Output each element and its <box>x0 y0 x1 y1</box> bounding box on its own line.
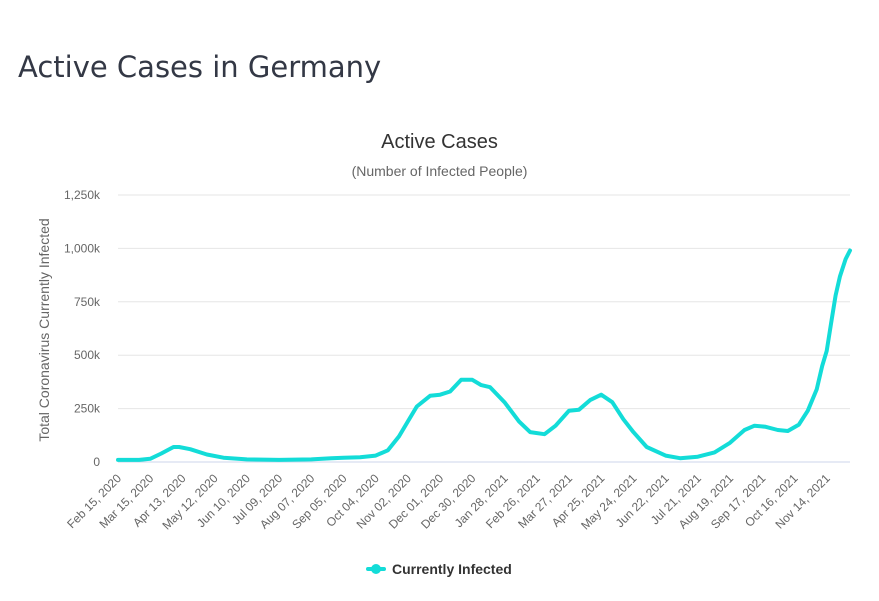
legend-label: Currently Infected <box>392 561 512 577</box>
legend-line-marker-icon <box>366 562 386 576</box>
y-axis-tick-labels: 0 250k 500k 750k 1,000k 1,250k <box>64 188 101 469</box>
y-tick-label: 750k <box>74 295 101 309</box>
chart-subtitle: (Number of Infected People) <box>351 163 528 179</box>
y-tick-label: 1,000k <box>64 241 101 255</box>
page-title: Active Cases in Germany <box>18 50 382 84</box>
y-tick-label: 500k <box>74 348 101 362</box>
y-tick-label: 0 <box>93 455 100 469</box>
chart-title: Active Cases <box>381 131 498 153</box>
series-line-currently-infected[interactable] <box>116 248 852 462</box>
gridlines <box>118 194 850 463</box>
series-currently-infected[interactable] <box>116 248 852 462</box>
y-tick-label: 1,250k <box>64 188 101 202</box>
legend-item-currently-infected[interactable]: Currently Infected <box>366 561 512 577</box>
y-tick-label: 250k <box>74 402 101 416</box>
y-axis-label: Total Coronavirus Currently Infected <box>36 218 52 441</box>
